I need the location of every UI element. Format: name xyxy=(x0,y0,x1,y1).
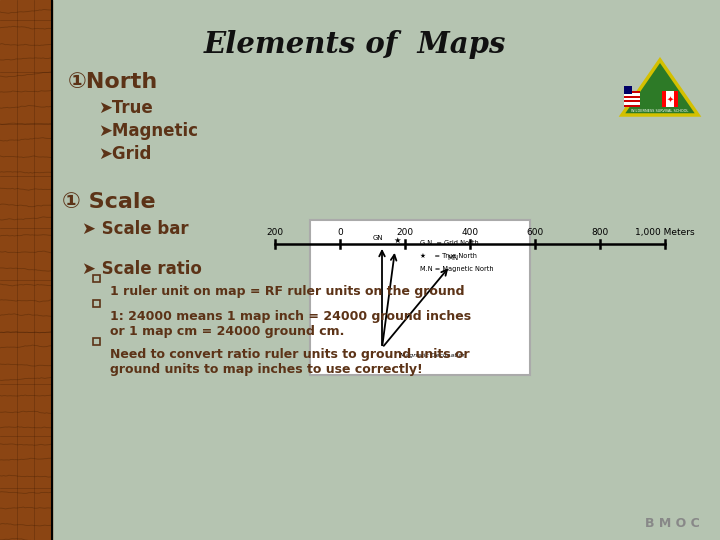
Bar xyxy=(666,91,674,107)
Text: GN: GN xyxy=(373,235,383,241)
Bar xyxy=(624,91,640,93)
Bar xyxy=(93,275,100,282)
Polygon shape xyxy=(622,60,698,115)
Text: 1 ruler unit on map = RF ruler units on the ground: 1 ruler unit on map = RF ruler units on … xyxy=(110,285,464,298)
Bar xyxy=(93,338,100,345)
Text: ➤True: ➤True xyxy=(98,99,153,117)
Text: M.N = Magnetic North: M.N = Magnetic North xyxy=(420,266,494,272)
Text: MN: MN xyxy=(447,255,459,261)
Bar xyxy=(662,91,678,107)
Text: B M O C: B M O C xyxy=(645,517,700,530)
Text: ★: ★ xyxy=(393,236,401,245)
Bar xyxy=(624,93,640,96)
Bar xyxy=(624,100,640,103)
Text: Need to convert ratio ruler units to ground units or
ground units to map inches : Need to convert ratio ruler units to gro… xyxy=(110,348,469,376)
Text: ✦: ✦ xyxy=(667,94,673,104)
Text: ➤Grid: ➤Grid xyxy=(98,145,151,163)
Text: 1,000 Meters: 1,000 Meters xyxy=(635,228,695,237)
Bar xyxy=(624,98,640,100)
Text: 200: 200 xyxy=(397,228,413,237)
Text: Elements of  Maps: Elements of Maps xyxy=(204,30,506,59)
Bar xyxy=(624,105,640,107)
Text: ★    = True North: ★ = True North xyxy=(420,253,477,259)
Text: 0: 0 xyxy=(337,228,343,237)
Text: 1: 24000 means 1 map inch = 24000 ground inches
or 1 map cm = 24000 ground cm.: 1: 24000 means 1 map inch = 24000 ground… xyxy=(110,310,471,338)
Bar xyxy=(624,96,640,98)
Bar xyxy=(624,103,640,105)
Bar xyxy=(624,86,632,94)
Text: G.N  = Grid North: G.N = Grid North xyxy=(420,240,479,246)
Text: Magnetic Declination: Magnetic Declination xyxy=(400,353,467,358)
Text: ➤ Scale bar: ➤ Scale bar xyxy=(82,220,189,238)
Bar xyxy=(0,0,52,540)
Text: 800: 800 xyxy=(591,228,608,237)
Text: ➤ Scale ratio: ➤ Scale ratio xyxy=(82,260,202,278)
Text: ➤Magnetic: ➤Magnetic xyxy=(98,122,198,140)
Text: ①North: ①North xyxy=(68,72,158,92)
Text: 600: 600 xyxy=(526,228,544,237)
Text: 200: 200 xyxy=(266,228,284,237)
Text: WILDERNESS SURVIVAL SCHOOL: WILDERNESS SURVIVAL SCHOOL xyxy=(631,109,689,113)
Bar xyxy=(310,220,530,375)
Text: 400: 400 xyxy=(462,228,479,237)
Text: ① Scale: ① Scale xyxy=(62,192,156,212)
Bar xyxy=(93,300,100,307)
